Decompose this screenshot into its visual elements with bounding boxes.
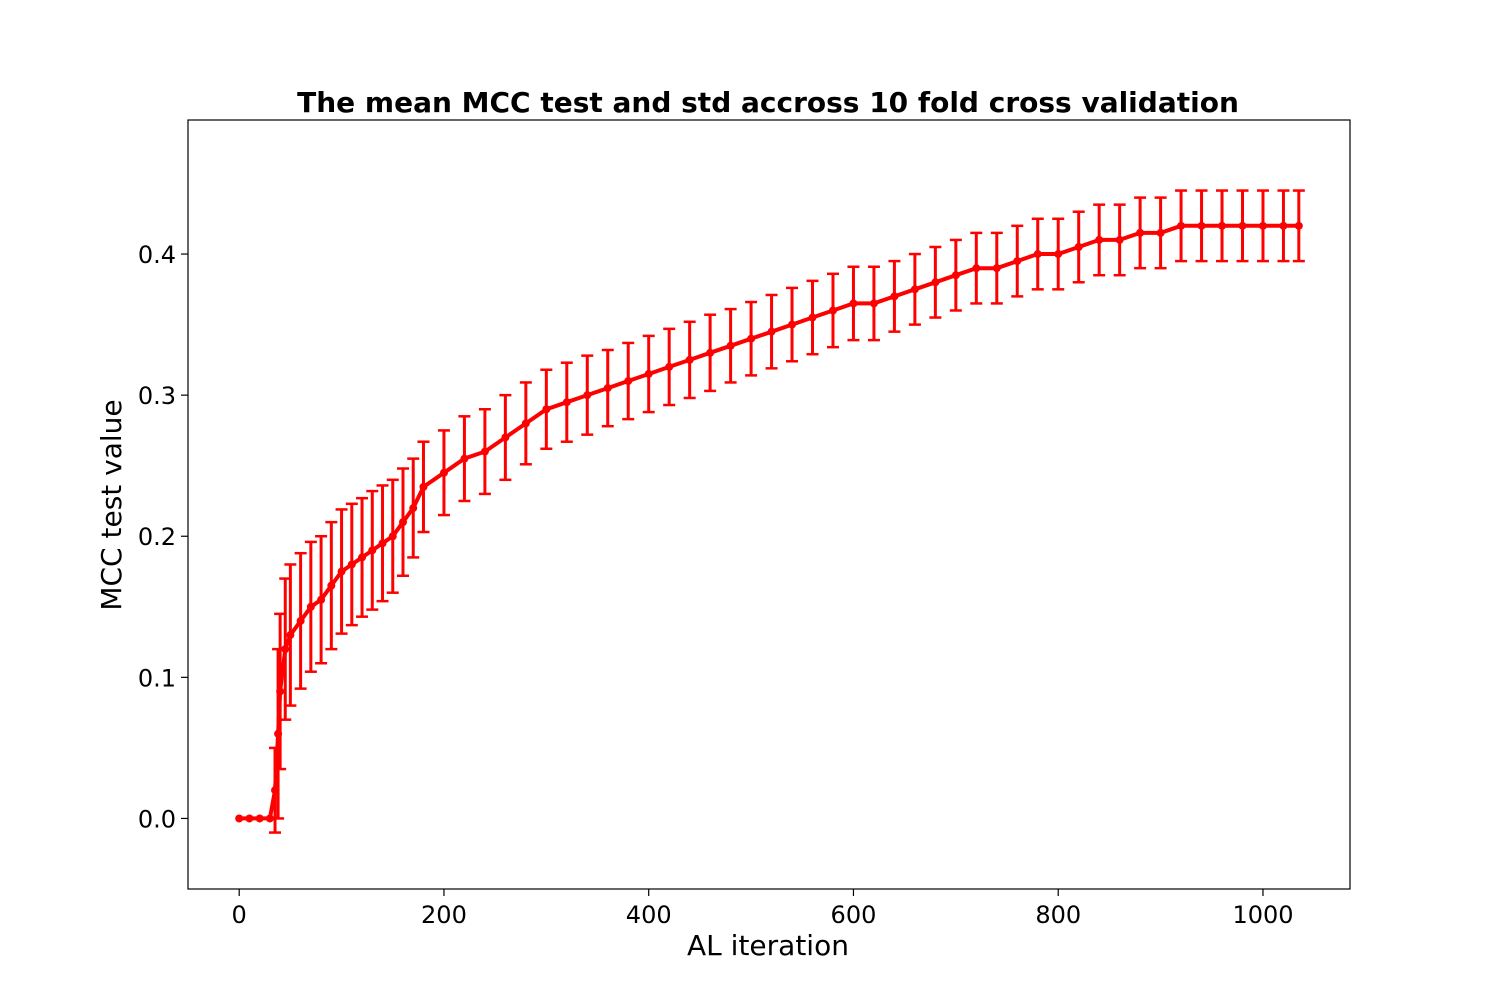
data-point: [1095, 235, 1104, 244]
x-axis: 0 200 400 600 800 1000: [232, 889, 1294, 929]
data-point: [327, 581, 336, 590]
data-point: [1279, 221, 1288, 230]
data-point: [358, 553, 367, 562]
data-point: [808, 313, 817, 322]
data-point: [521, 419, 530, 428]
y-tick-label: 0.2: [138, 523, 176, 551]
data-point: [398, 518, 407, 527]
data-point: [542, 405, 551, 414]
data-point: [1115, 235, 1124, 244]
data-point: [1238, 221, 1247, 230]
data-point: [460, 454, 469, 463]
data-point: [337, 567, 346, 576]
data-point: [1177, 221, 1186, 230]
data-point: [388, 532, 397, 541]
data-point: [409, 504, 418, 513]
x-tick-label: 200: [421, 901, 467, 929]
data-point: [368, 546, 377, 555]
data-point: [1013, 257, 1022, 266]
data-point: [890, 292, 899, 301]
data-point: [1258, 221, 1267, 230]
x-tick-label: 600: [831, 901, 877, 929]
y-tick-label: 0.0: [138, 805, 176, 833]
data-point: [1156, 228, 1165, 237]
data-point: [849, 299, 858, 308]
data-point: [281, 645, 290, 654]
x-tick-label: 1000: [1232, 901, 1293, 929]
data-point: [378, 539, 387, 548]
data-point: [726, 341, 735, 350]
data-point: [439, 468, 448, 477]
data-point: [1136, 228, 1145, 237]
data-point: [419, 482, 428, 491]
data-point: [992, 264, 1001, 273]
data-point: [265, 814, 274, 823]
data-point: [235, 814, 244, 823]
data-point: [910, 285, 919, 294]
data-point: [1294, 221, 1303, 230]
y-tick-label: 0.1: [138, 664, 176, 692]
data-point: [1054, 250, 1063, 259]
data-point: [245, 814, 254, 823]
y-axis: 0.0 0.1 0.2 0.3 0.4: [138, 241, 188, 833]
series-line: [239, 223, 1299, 821]
data-point: [624, 377, 633, 386]
data-point: [665, 362, 674, 371]
data-point: [501, 433, 510, 442]
x-axis-label: AL iteration: [687, 929, 849, 962]
data-point: [685, 355, 694, 364]
data-point: [480, 447, 489, 456]
data-point: [972, 264, 981, 273]
data-point: [317, 595, 326, 604]
data-point: [562, 398, 571, 407]
data-point: [767, 327, 776, 336]
data-point: [828, 306, 837, 315]
data-point: [1218, 221, 1227, 230]
plot-area: [235, 189, 1305, 834]
data-point: [1074, 242, 1083, 251]
data-point: [271, 786, 280, 795]
data-point: [706, 348, 715, 357]
data-point: [1033, 250, 1042, 259]
data-point: [869, 299, 878, 308]
data-point: [296, 616, 305, 625]
y-tick-label: 0.4: [138, 241, 176, 269]
data-point: [583, 391, 592, 400]
data-point: [788, 320, 797, 329]
data-point: [603, 384, 612, 393]
chart-title: The mean MCC test and std accross 10 fol…: [297, 86, 1239, 119]
x-tick-label: 400: [626, 901, 672, 929]
series-0: [235, 189, 1305, 834]
data-point: [1197, 221, 1206, 230]
data-point: [306, 602, 315, 611]
y-tick-label: 0.3: [138, 382, 176, 410]
data-point: [931, 278, 940, 287]
data-point: [255, 814, 264, 823]
x-tick-label: 0: [232, 901, 247, 929]
data-point: [644, 369, 653, 378]
plot-frame: [187, 119, 1351, 890]
data-point: [274, 729, 283, 738]
data-point: [286, 631, 295, 640]
data-point: [276, 687, 285, 696]
y-axis-label: MCC test value: [95, 399, 128, 610]
data-point: [951, 271, 960, 280]
data-point: [347, 560, 356, 569]
x-tick-label: 800: [1035, 901, 1081, 929]
data-point: [747, 334, 756, 343]
